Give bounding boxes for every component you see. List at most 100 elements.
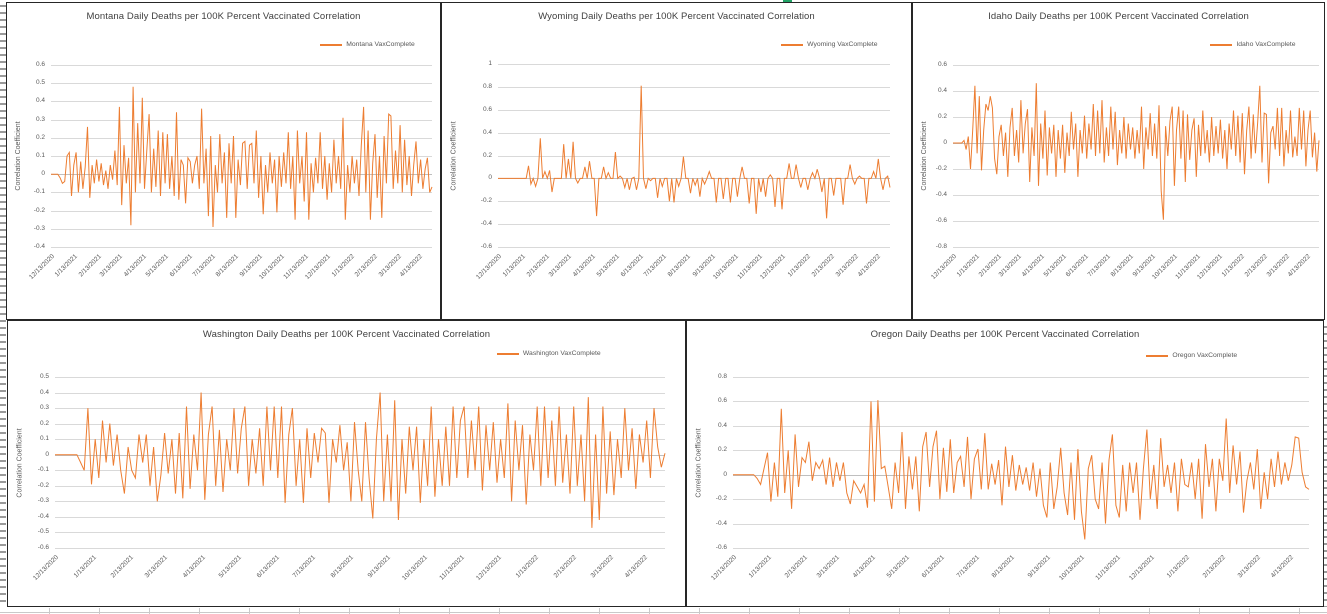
legend-label: Wyoming VaxComplete xyxy=(807,41,878,48)
plot-area[interactable] xyxy=(498,64,891,248)
plot-area[interactable] xyxy=(953,65,1320,248)
series-line[interactable] xyxy=(55,377,666,548)
chart-washington[interactable]: Washington Daily Deaths per 100K Percent… xyxy=(7,320,686,607)
y-tick-label: 0.6 xyxy=(937,61,947,68)
series-line[interactable] xyxy=(498,64,891,247)
y-tick-label: -0.2 xyxy=(715,495,727,503)
legend-line-swatch xyxy=(1210,43,1233,46)
cell-selection-indicator xyxy=(783,0,792,2)
y-gridline xyxy=(953,247,1319,248)
y-tick-label: 0.2 xyxy=(35,133,45,141)
y-tick-label: 0.4 xyxy=(35,97,45,105)
spreadsheet-right-edge[interactable] xyxy=(1324,321,1327,607)
y-gridline xyxy=(953,195,1319,196)
y-gridline xyxy=(55,548,665,549)
y-tick-label: -0.3 xyxy=(33,224,45,232)
chart-title: Idaho Daily Deaths per 100K Percent Vacc… xyxy=(988,11,1249,22)
y-gridline xyxy=(55,501,665,503)
y-tick-label: 0.5 xyxy=(39,373,49,380)
spreadsheet-bottom-row[interactable] xyxy=(0,607,1327,614)
legend[interactable]: Washington VaxComplete xyxy=(496,350,601,357)
y-tick-label: 0.2 xyxy=(717,446,727,454)
y-gridline xyxy=(953,65,1319,66)
y-gridline xyxy=(733,450,1309,452)
y-gridline xyxy=(55,423,665,425)
y-tick-label: 0.2 xyxy=(39,419,49,427)
legend[interactable]: Wyoming VaxComplete xyxy=(781,41,878,48)
y-gridline xyxy=(498,201,890,203)
legend-line-swatch xyxy=(496,352,519,355)
series-line[interactable] xyxy=(953,65,1320,247)
y-gridline xyxy=(55,532,665,534)
y-gridline xyxy=(733,377,1309,378)
y-tick-label: 0.5 xyxy=(35,79,45,87)
y-tick-label: -0.1 xyxy=(37,466,49,474)
y-gridline xyxy=(733,401,1309,403)
y-tick-label: 0.4 xyxy=(39,388,49,396)
y-tick-label: 0.4 xyxy=(937,87,947,94)
y-gridline xyxy=(733,523,1309,525)
chart-montana[interactable]: Montana Daily Deaths per 100K Percent Va… xyxy=(6,2,441,320)
y-gridline xyxy=(498,86,890,88)
y-tick-label: 1 xyxy=(488,60,492,67)
y-gridline xyxy=(51,228,432,230)
spreadsheet-left-edge[interactable] xyxy=(0,0,6,607)
y-gridline xyxy=(953,169,1319,170)
y-tick-label: 0.4 xyxy=(482,128,492,136)
y-tick-label: -0.4 xyxy=(33,243,45,250)
series-line[interactable] xyxy=(733,377,1310,548)
y-axis-title: Correlation Coefficient xyxy=(16,427,23,498)
y-gridline xyxy=(51,137,432,139)
y-tick-label: -0.2 xyxy=(480,197,492,205)
chart-title: Montana Daily Deaths per 100K Percent Va… xyxy=(86,11,361,22)
y-tick-label: 0.3 xyxy=(39,404,49,412)
y-gridline xyxy=(55,470,665,472)
plot-area[interactable] xyxy=(733,377,1310,549)
y-tick-label: -0.4 xyxy=(480,220,492,228)
y-tick-label: -0.4 xyxy=(715,519,727,527)
y-gridline xyxy=(55,408,665,410)
legend[interactable]: Montana VaxComplete xyxy=(320,41,415,48)
y-tick-label: 0.6 xyxy=(35,61,45,68)
legend[interactable]: Oregon VaxComplete xyxy=(1146,352,1237,359)
y-gridline xyxy=(55,516,665,518)
y-gridline xyxy=(51,192,432,194)
y-tick-label: 0.6 xyxy=(482,105,492,113)
zero-axis-line xyxy=(55,454,665,456)
plot-area[interactable] xyxy=(51,65,433,248)
chart-idaho[interactable]: Idaho Daily Deaths per 100K Percent Vacc… xyxy=(912,2,1325,320)
y-tick-label: 0 xyxy=(45,450,49,458)
legend[interactable]: Idaho VaxComplete xyxy=(1210,41,1296,48)
y-tick-label: 0 xyxy=(41,170,45,178)
y-gridline xyxy=(498,64,890,65)
legend-label: Washington VaxComplete xyxy=(522,350,601,357)
y-gridline xyxy=(51,101,432,103)
y-gridline xyxy=(498,109,890,111)
chart-title: Wyoming Daily Deaths per 100K Percent Va… xyxy=(538,11,815,22)
y-gridline xyxy=(51,119,432,121)
y-tick-label: 0.1 xyxy=(39,435,49,443)
legend-line-swatch xyxy=(781,43,804,46)
legend-label: Idaho VaxComplete xyxy=(1236,41,1296,48)
y-gridline xyxy=(498,247,890,248)
y-gridline xyxy=(51,65,432,66)
y-gridline xyxy=(498,224,890,226)
chart-oregon[interactable]: Oregon Daily Deaths per 100K Percent Vac… xyxy=(686,320,1324,607)
chart-title: Oregon Daily Deaths per 100K Percent Vac… xyxy=(870,329,1140,340)
y-tick-label: 0.3 xyxy=(35,115,45,123)
y-gridline xyxy=(733,499,1309,501)
y-gridline xyxy=(51,210,432,212)
legend-label: Oregon VaxComplete xyxy=(1172,352,1238,359)
y-tick-label: 0.1 xyxy=(35,152,45,159)
spreadsheet-column-gridlines xyxy=(0,608,1327,614)
y-tick-label: 0.8 xyxy=(717,373,727,380)
zero-axis-line xyxy=(498,178,890,180)
plot-area[interactable] xyxy=(55,377,666,549)
y-gridline xyxy=(55,392,665,394)
series-line[interactable] xyxy=(51,65,433,247)
chart-wyoming[interactable]: Wyoming Daily Deaths per 100K Percent Va… xyxy=(441,2,912,320)
y-gridline xyxy=(55,377,665,378)
y-gridline xyxy=(51,247,432,248)
y-gridline xyxy=(51,83,432,85)
